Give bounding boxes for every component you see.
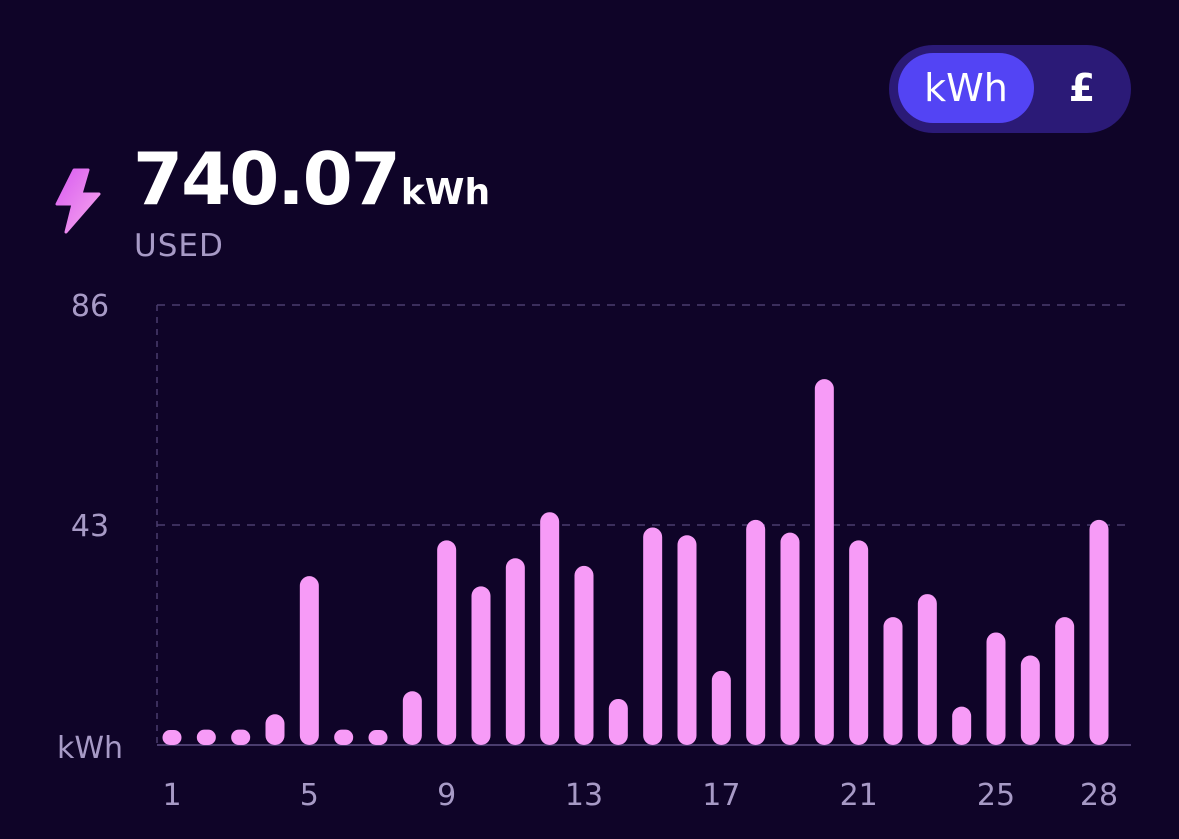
bar-day-5[interactable] [299, 576, 319, 745]
bar-day-15[interactable] [643, 527, 663, 745]
bar-day-25[interactable] [986, 632, 1006, 745]
x-tick-label: 25 [977, 778, 1015, 813]
bar-day-6[interactable] [334, 729, 354, 745]
bar-day-14[interactable] [608, 698, 628, 745]
x-tick-label: 28 [1080, 778, 1118, 813]
y-tick-label: 43 [71, 509, 109, 544]
bar-day-12[interactable] [540, 512, 560, 745]
bar-day-22[interactable] [883, 617, 903, 745]
bar-day-21[interactable] [849, 540, 869, 745]
bar-day-4[interactable] [265, 714, 285, 745]
bar-day-8[interactable] [402, 691, 422, 745]
bar-day-26[interactable] [1020, 655, 1040, 745]
x-tick-label: 1 [162, 778, 181, 813]
bar-day-24[interactable] [952, 706, 972, 745]
bar-day-9[interactable] [437, 540, 457, 745]
x-tick-label: 21 [840, 778, 878, 813]
x-tick-label: 17 [702, 778, 740, 813]
bar-day-11[interactable] [505, 558, 525, 745]
bar-day-19[interactable] [780, 532, 800, 745]
bar-day-7[interactable] [368, 730, 388, 745]
bar-day-3[interactable] [231, 729, 251, 745]
bar-day-1[interactable] [162, 730, 182, 745]
x-tick-label: 5 [300, 778, 319, 813]
bar-day-28[interactable] [1089, 519, 1109, 745]
x-tick-label: 9 [437, 778, 456, 813]
bar-day-18[interactable] [746, 519, 766, 745]
bar-day-23[interactable] [917, 594, 937, 745]
y-axis-unit-label: kWh [57, 731, 123, 766]
bar-day-2[interactable] [196, 729, 216, 745]
x-tick-label: 13 [565, 778, 603, 813]
used-label: USED [134, 228, 224, 264]
unit-toggle[interactable]: kWh £ [889, 45, 1131, 133]
total-usage: 740.07kWh [133, 137, 490, 221]
kwh-toggle-option[interactable]: kWh [898, 53, 1034, 123]
lightning-bolt-icon [55, 168, 101, 234]
total-usage-unit: kWh [400, 172, 491, 213]
bar-day-13[interactable] [574, 565, 594, 745]
bar-day-17[interactable] [711, 670, 731, 745]
pound-toggle-option[interactable]: £ [1068, 66, 1096, 110]
bar-day-27[interactable] [1055, 617, 1075, 745]
y-tick-label: 86 [71, 289, 109, 324]
bar-day-20[interactable] [814, 379, 834, 745]
bar-day-16[interactable] [677, 535, 697, 745]
total-usage-value: 740.07 [133, 137, 401, 221]
bar-day-10[interactable] [471, 586, 491, 745]
